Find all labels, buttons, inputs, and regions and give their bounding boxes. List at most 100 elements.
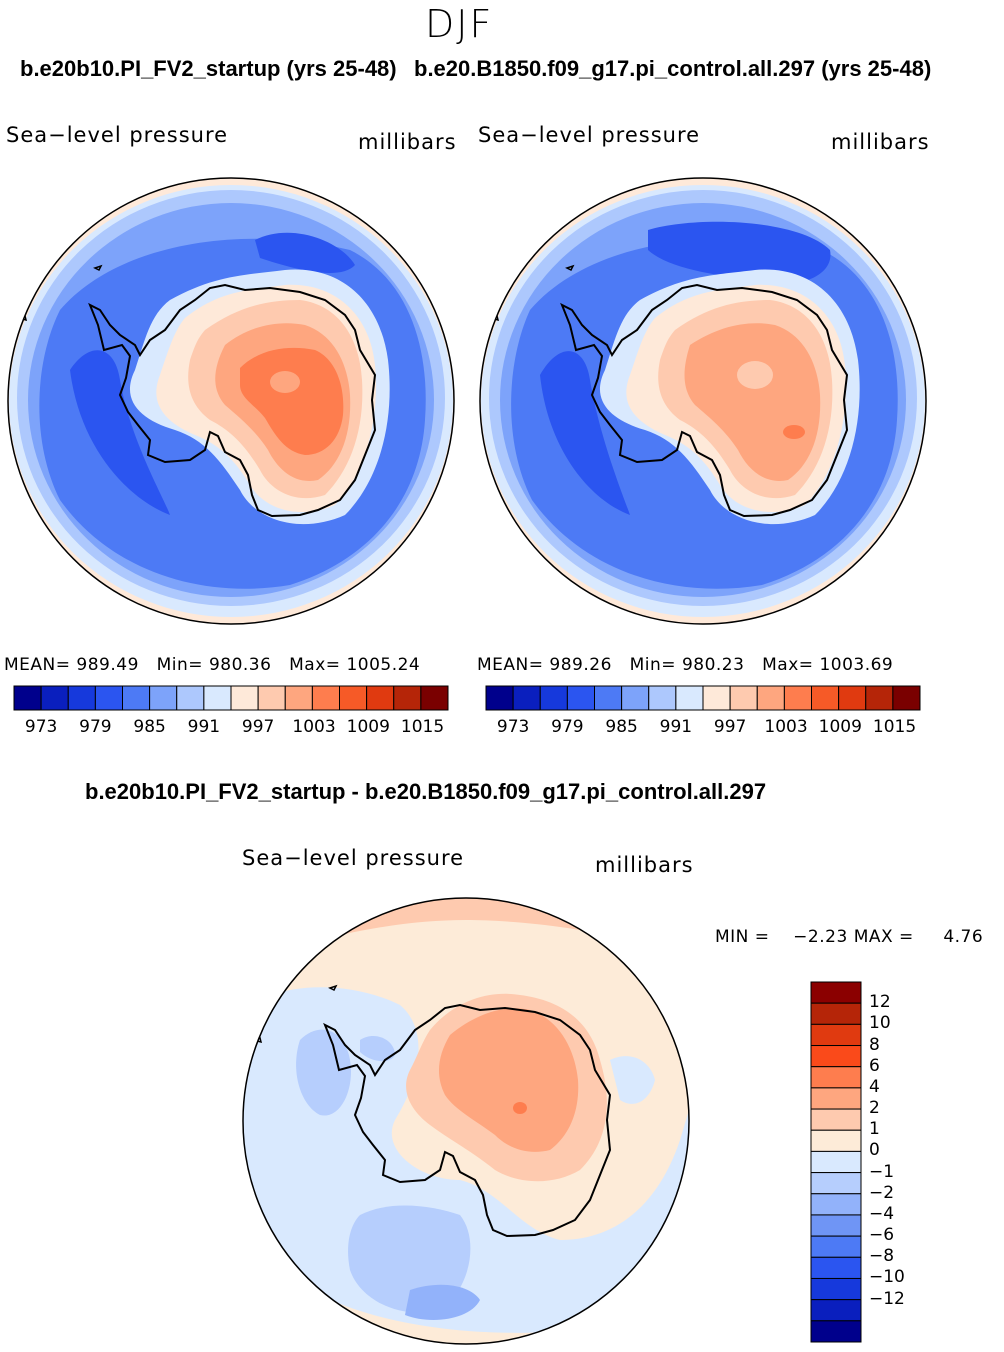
diff-colorbar-tick-label: −8 <box>869 1246 895 1267</box>
diff-colorbar-swatch <box>810 1002 862 1025</box>
abs-colorbar-1-tick-label: 997 <box>241 717 275 737</box>
diff-colorbar-tick-label: −1 <box>869 1161 895 1182</box>
panel1-title: Sea−level pressure <box>6 123 229 147</box>
abs-colorbar-2-swatch <box>892 685 921 711</box>
diff-max-value: 4.76 <box>943 927 984 947</box>
panel2-map <box>480 178 926 624</box>
diff-colorbar <box>810 981 862 1343</box>
panel2-min-value: 980.23 <box>681 655 745 675</box>
abs-colorbar-2-tick-label: 973 <box>496 717 530 737</box>
diff-colorbar-swatch <box>810 1277 862 1301</box>
diff-panel-title: Sea−level pressure <box>242 846 465 870</box>
abs-colorbar-1-swatch <box>13 685 42 711</box>
abs-colorbar-2-swatch <box>648 685 677 711</box>
abs-colorbar-1-swatch <box>40 685 69 711</box>
diff-colorbar-tick-label: −4 <box>869 1203 895 1224</box>
panel2-min-label: Min= <box>629 655 677 675</box>
abs-colorbar-2-swatch <box>594 685 623 711</box>
abs-colorbar-1-tick-label: 991 <box>187 717 221 737</box>
abs-colorbar-2-swatch <box>811 685 840 711</box>
diff-colorbar-tick-label: 0 <box>869 1140 880 1161</box>
abs-colorbar-1-tick-label: 1015 <box>400 717 445 737</box>
diff-colorbar-swatch <box>810 1256 862 1279</box>
abs-colorbar-2-swatch <box>838 685 867 711</box>
abs-colorbar-2-swatch <box>485 685 514 711</box>
panel2-max-label: Max= <box>762 655 814 675</box>
panel1-min-label: Min= <box>156 655 204 675</box>
season-title: DJF <box>425 2 494 46</box>
diff-colorbar-swatch <box>810 1214 862 1237</box>
diff-min-label: MIN = <box>715 927 770 947</box>
abs-colorbar-2-swatch <box>675 685 704 711</box>
diff-colorbar-swatch <box>810 1193 862 1216</box>
diff-colorbar-swatch <box>810 1023 862 1047</box>
panel1-max-label: Max= <box>289 655 341 675</box>
abs-colorbar-1-swatch <box>230 685 259 711</box>
diff-colorbar-swatch <box>810 1087 862 1110</box>
diff-colorbar-tick-label: −12 <box>869 1288 905 1309</box>
diff-minmax: MIN = −2.23 MAX = 4.76 <box>715 927 983 947</box>
abs-colorbar-1-swatch <box>284 685 313 711</box>
abs-colorbar-1-tick-label: 1003 <box>292 717 336 737</box>
abs-colorbar-2-swatch <box>783 685 812 711</box>
panel1-stats: MEAN= 989.49 Min= 980.36 Max= 1005.24 <box>4 655 420 675</box>
left-case-header: b.e20b10.PI_FV2_startup (yrs 25-48) <box>20 56 397 81</box>
panel2-max-value: 1003.69 <box>819 655 894 675</box>
diff-map-border <box>242 897 690 1345</box>
panel2-mean-label: MEAN= <box>477 655 544 675</box>
abs-colorbar-2-swatch <box>566 685 595 711</box>
panel2-stats: MEAN= 989.26 Min= 980.23 Max= 1003.69 <box>477 655 893 675</box>
diff-min-value: −2.23 <box>793 927 848 947</box>
abs-colorbar-1-swatch <box>203 685 232 711</box>
diff-colorbar-swatch <box>810 1299 862 1322</box>
panel2-map-border <box>479 177 927 625</box>
abs-colorbar-2-swatch <box>756 685 785 711</box>
diff-colorbar-tick-label: 12 <box>869 992 891 1013</box>
diff-colorbar-swatch <box>810 1045 862 1068</box>
abs-colorbar-2-tick-label: 997 <box>713 717 747 737</box>
diff-map <box>243 898 689 1344</box>
diff-colorbar-swatch <box>810 1235 862 1258</box>
diff-colorbar-tick-label: −6 <box>869 1225 895 1246</box>
abs-colorbar-1-swatch <box>67 685 96 711</box>
diff-colorbar-tick-label: −10 <box>869 1267 905 1288</box>
abs-colorbar-2-tick-label: 979 <box>551 717 584 737</box>
abs-colorbar-1-swatch <box>149 685 178 711</box>
abs-colorbar-2-swatch <box>621 685 650 711</box>
diff-colorbar-swatch <box>810 1108 862 1131</box>
abs-colorbar-1-swatch <box>257 685 286 711</box>
diff-units: millibars <box>595 853 694 877</box>
abs-colorbar-1 <box>13 685 449 711</box>
abs-colorbar-1-swatch <box>393 685 422 711</box>
panel1-max-value: 1005.24 <box>346 655 421 675</box>
abs-colorbar-2-swatch <box>512 685 541 711</box>
abs-colorbar-1-tick-label: 985 <box>133 717 166 737</box>
abs-colorbar-2-tick-label: 1003 <box>764 717 808 737</box>
abs-colorbar-1-tick-label: 1009 <box>346 717 390 737</box>
panel2-units: millibars <box>831 130 930 154</box>
diff-max-label: MAX = <box>853 927 914 947</box>
abs-colorbar-1-swatch <box>339 685 368 711</box>
abs-colorbar-1-tick-label: 979 <box>79 717 112 737</box>
diff-colorbar-tick-label: 6 <box>869 1055 880 1076</box>
diff-colorbar-tick-label: 8 <box>869 1034 880 1055</box>
diff-colorbar-tick-label: 4 <box>869 1076 880 1097</box>
diff-colorbar-swatch <box>810 1320 862 1343</box>
diff-colorbar-tick-label: −2 <box>869 1182 895 1203</box>
diff-colorbar-swatch <box>810 1150 862 1174</box>
diff-title: b.e20b10.PI_FV2_startup - b.e20.B1850.f0… <box>85 779 767 804</box>
abs-colorbar-2-swatch <box>865 685 894 711</box>
panel1-mean-value: 989.49 <box>76 655 139 675</box>
abs-colorbar-1-swatch <box>122 685 151 711</box>
diff-colorbar-tick-label: 1 <box>869 1119 880 1140</box>
abs-colorbar-2-tick-label: 991 <box>659 717 693 737</box>
abs-colorbar-1-tick-label: 973 <box>24 717 58 737</box>
panel1-map <box>8 178 454 624</box>
diff-colorbar-tick-label: 10 <box>869 1013 891 1034</box>
abs-colorbar-2-tick-label: 985 <box>605 717 638 737</box>
diff-colorbar-swatch <box>810 981 862 1004</box>
panel1-map-border <box>7 177 455 625</box>
abs-colorbar-2-swatch <box>729 685 758 711</box>
abs-colorbar-1-swatch <box>94 685 123 711</box>
